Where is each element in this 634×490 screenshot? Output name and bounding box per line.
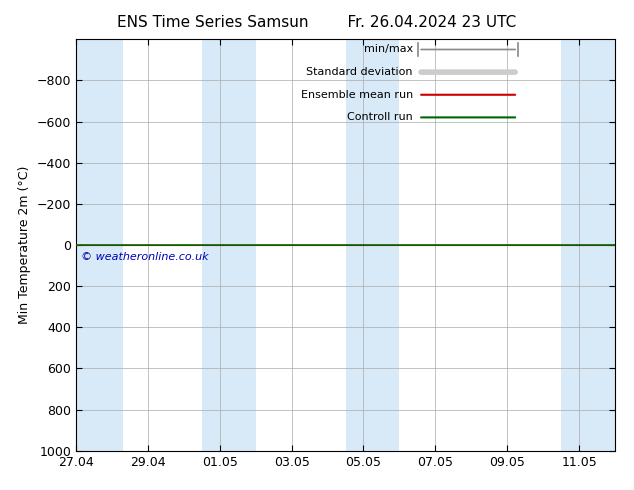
Bar: [561, 39, 615, 451]
Text: min/max: min/max: [364, 45, 413, 54]
Bar: [76, 39, 123, 451]
Text: Ensemble mean run: Ensemble mean run: [301, 90, 413, 100]
Y-axis label: Min Temperature 2m (°C): Min Temperature 2m (°C): [18, 166, 31, 324]
Text: Standard deviation: Standard deviation: [306, 67, 413, 77]
Text: ENS Time Series Samsun        Fr. 26.04.2024 23 UTC: ENS Time Series Samsun Fr. 26.04.2024 23…: [117, 15, 517, 30]
Text: Controll run: Controll run: [347, 112, 413, 122]
Bar: [346, 39, 399, 451]
Bar: [202, 39, 256, 451]
Text: © weatheronline.co.uk: © weatheronline.co.uk: [81, 252, 209, 262]
